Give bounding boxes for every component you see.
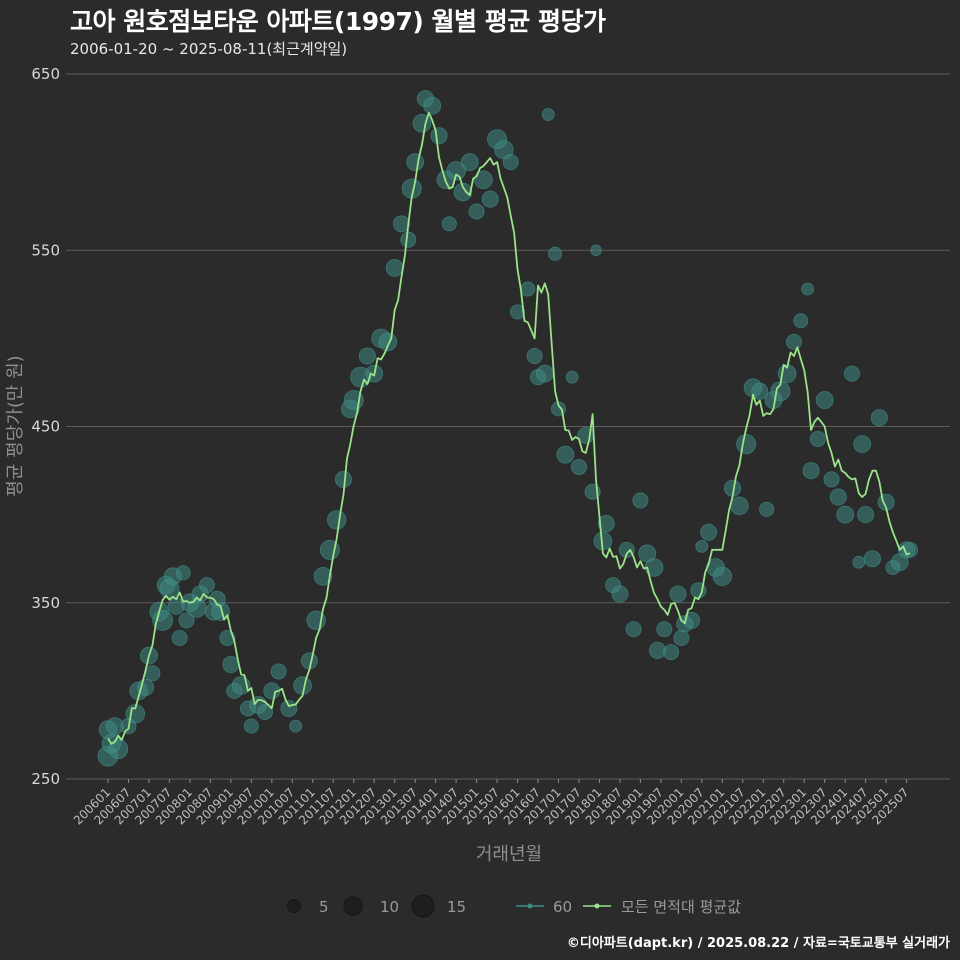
- data-point-86: [590, 244, 602, 256]
- chart-subtitle: 2006-01-20 ~ 2025-08-11(최근계약일): [70, 40, 348, 58]
- series-line-average: [107, 111, 911, 745]
- legend-series-60-dot: [527, 903, 533, 909]
- legend-series-60-label: 60: [553, 898, 572, 916]
- data-point-99: [669, 585, 687, 603]
- data-point-18: [175, 565, 191, 581]
- data-point-122: [815, 391, 834, 409]
- data-point-78: [541, 108, 555, 121]
- data-point-124: [829, 488, 847, 506]
- x-axis-title: 거래년월: [476, 844, 542, 865]
- data-point-23: [198, 577, 215, 594]
- data-point-54: [392, 215, 410, 233]
- data-point-55: [400, 231, 417, 248]
- data-point-37: [280, 700, 298, 718]
- y-tick-label-650: 650: [31, 65, 60, 83]
- data-point-79: [548, 246, 563, 261]
- data-point-112: [751, 382, 769, 400]
- data-point-131: [870, 409, 888, 427]
- legend: 5 10 15 60 모든 면적대 평균값: [287, 894, 741, 918]
- data-point-125: [836, 505, 855, 524]
- data-point-96: [648, 641, 666, 659]
- data-point-36: [270, 663, 287, 680]
- data-point-66: [460, 153, 479, 172]
- data-point-81: [556, 445, 575, 464]
- data-point-69: [481, 190, 499, 208]
- data-point-77: [535, 364, 554, 383]
- data-point-49: [358, 347, 376, 365]
- data-point-83: [570, 459, 587, 476]
- source-caption: ©디아파트(dapt.kr) / 2025.08.22 / 자료=국토교통부 실…: [566, 936, 950, 951]
- y-axis-title: 평균 평당가(만 원): [5, 355, 26, 496]
- data-point-64: [446, 161, 466, 181]
- data-point-102: [683, 611, 701, 629]
- chart-title: 고아 원호점보타운 아파트(1997) 월별 평균 평당가: [70, 7, 606, 36]
- data-point-104: [695, 539, 709, 553]
- data-point-113: [759, 501, 775, 517]
- data-point-109: [730, 496, 749, 516]
- data-point-57: [406, 153, 425, 172]
- data-point-130: [863, 550, 881, 568]
- data-point-28: [222, 655, 240, 673]
- data-point-97: [656, 621, 673, 638]
- data-point-120: [802, 462, 820, 480]
- y-tick-label-250: 250: [31, 770, 60, 788]
- data-point-92: [625, 621, 642, 638]
- data-point-105: [700, 523, 718, 541]
- data-point-123: [823, 471, 840, 488]
- legend-size-15-marker: [411, 894, 435, 918]
- data-point-52: [378, 332, 398, 352]
- data-point-44: [326, 510, 347, 530]
- data-point-74: [520, 281, 536, 297]
- legend-size-10-marker: [343, 896, 363, 916]
- data-point-75: [526, 347, 543, 364]
- data-point-118: [793, 313, 809, 329]
- legend-size-5-marker: [287, 899, 301, 913]
- data-point-73: [510, 304, 526, 320]
- data-point-72: [502, 154, 519, 171]
- legend-size-15-label: 15: [447, 898, 466, 916]
- legend-size-5-label: 5: [319, 898, 329, 916]
- legend-avg-dot: [594, 903, 600, 909]
- data-point-19: [178, 612, 195, 629]
- data-point-82: [565, 370, 579, 384]
- data-point-34: [256, 704, 273, 721]
- data-point-32: [243, 718, 259, 734]
- data-point-127: [852, 555, 866, 569]
- data-point-38: [289, 719, 303, 733]
- data-point-4: [108, 739, 129, 760]
- data-point-65: [453, 182, 473, 202]
- data-point-128: [853, 435, 872, 454]
- data-point-121: [809, 430, 826, 447]
- data-point-117: [785, 333, 802, 350]
- y-tick-label-450: 450: [31, 418, 60, 436]
- data-point-61: [430, 127, 448, 145]
- data-point-68: [474, 170, 493, 190]
- data-point-67: [468, 203, 485, 220]
- data-point-63: [441, 216, 457, 232]
- data-point-107: [712, 566, 732, 587]
- data-point-91: [618, 541, 635, 558]
- y-tick-label-350: 350: [31, 594, 60, 612]
- data-point-98: [663, 644, 680, 661]
- data-point-110: [736, 434, 757, 455]
- data-point-53: [385, 258, 404, 277]
- data-point-26: [211, 602, 230, 621]
- legend-avg-label: 모든 면적대 평균값: [621, 898, 741, 916]
- data-point-93: [632, 492, 649, 509]
- data-point-90: [611, 585, 629, 603]
- data-point-119: [801, 282, 815, 296]
- data-point-126: [843, 365, 860, 382]
- data-point-17: [171, 630, 188, 647]
- data-point-88: [597, 514, 615, 532]
- data-point-42: [313, 567, 333, 586]
- legend-size-10-label: 10: [380, 898, 399, 916]
- data-point-45: [334, 470, 352, 488]
- data-point-129: [857, 506, 875, 524]
- data-point-100: [673, 630, 690, 647]
- y-tick-label-550: 550: [31, 241, 60, 259]
- data-point-60: [423, 96, 442, 115]
